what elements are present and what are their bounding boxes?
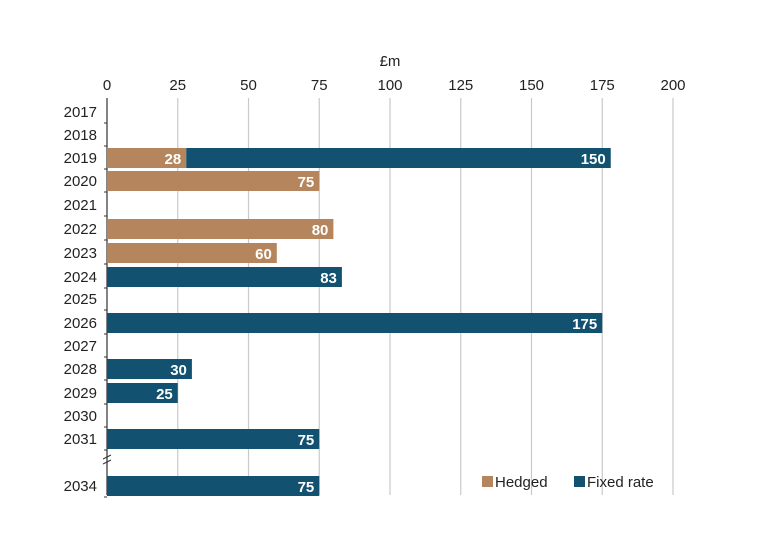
bars: 28 150 75 80 60 83 175 30 25 75 75 bbox=[107, 148, 611, 496]
category-label: 2024 bbox=[64, 269, 97, 286]
data-label: 30 bbox=[170, 362, 187, 379]
axis-break-mark bbox=[102, 454, 112, 460]
x-tick-label: 100 bbox=[377, 77, 402, 94]
bar-fixed-rate bbox=[107, 383, 178, 403]
data-label: 60 bbox=[255, 246, 272, 263]
category-label: 2034 bbox=[64, 478, 97, 495]
legend-swatch bbox=[482, 476, 493, 487]
category-label: 2022 bbox=[64, 221, 97, 238]
legend-label: Hedged bbox=[495, 474, 548, 491]
data-label: 80 bbox=[312, 222, 329, 239]
x-axis-unit-label: £m bbox=[380, 53, 401, 70]
data-label: 25 bbox=[156, 386, 173, 403]
category-label: 2028 bbox=[64, 361, 97, 378]
category-label: 2025 bbox=[64, 291, 97, 308]
bar-hedged bbox=[107, 243, 277, 263]
category-label: 2018 bbox=[64, 127, 97, 144]
bar-fixed-rate bbox=[107, 476, 320, 496]
category-label: 2017 bbox=[64, 104, 97, 121]
category-label: 2031 bbox=[64, 431, 97, 448]
legend-label: Fixed rate bbox=[587, 474, 654, 491]
bar-fixed-rate bbox=[107, 359, 192, 379]
data-label: 75 bbox=[298, 432, 315, 449]
x-tick-label: 50 bbox=[240, 77, 257, 94]
data-label: 175 bbox=[572, 316, 597, 333]
category-label: 2030 bbox=[64, 408, 97, 425]
x-tick-label: 175 bbox=[590, 77, 615, 94]
x-tick-label: 75 bbox=[311, 77, 328, 94]
x-tick-label: 150 bbox=[519, 77, 544, 94]
x-axis-ticks: 0 25 50 75 100 125 150 175 200 bbox=[103, 77, 686, 94]
category-label: 2021 bbox=[64, 197, 97, 214]
bar-hedged bbox=[107, 171, 320, 191]
axis-break-mark bbox=[102, 459, 112, 465]
bar-hedged bbox=[107, 219, 334, 239]
bar-hedged bbox=[107, 148, 187, 168]
x-tick-label: 125 bbox=[448, 77, 473, 94]
x-tick-label: 25 bbox=[169, 77, 186, 94]
bar-fixed-rate bbox=[186, 148, 611, 168]
category-label: 2027 bbox=[64, 338, 97, 355]
category-label: 2026 bbox=[64, 315, 97, 332]
legend-swatch bbox=[574, 476, 585, 487]
bar-fixed-rate bbox=[107, 267, 342, 287]
x-tick-label: 0 bbox=[103, 77, 111, 94]
category-label: 2029 bbox=[64, 385, 97, 402]
legend: Hedged Fixed rate bbox=[482, 474, 654, 491]
data-label: 75 bbox=[298, 479, 315, 496]
y-axis-categories: 2017 2018 2019 2020 2021 2022 2023 2024 2025 2026… bbox=[64, 104, 112, 498]
x-tick-label: 200 bbox=[660, 77, 685, 94]
category-label: 2020 bbox=[64, 173, 97, 190]
category-label: 2023 bbox=[64, 245, 97, 262]
category-label: 2019 bbox=[64, 150, 97, 167]
data-label: 83 bbox=[320, 270, 337, 287]
bar-fixed-rate bbox=[107, 429, 320, 449]
data-label: 150 bbox=[581, 151, 606, 168]
bar-fixed-rate bbox=[107, 313, 603, 333]
data-label: 75 bbox=[298, 174, 315, 191]
data-label: 28 bbox=[165, 151, 182, 168]
